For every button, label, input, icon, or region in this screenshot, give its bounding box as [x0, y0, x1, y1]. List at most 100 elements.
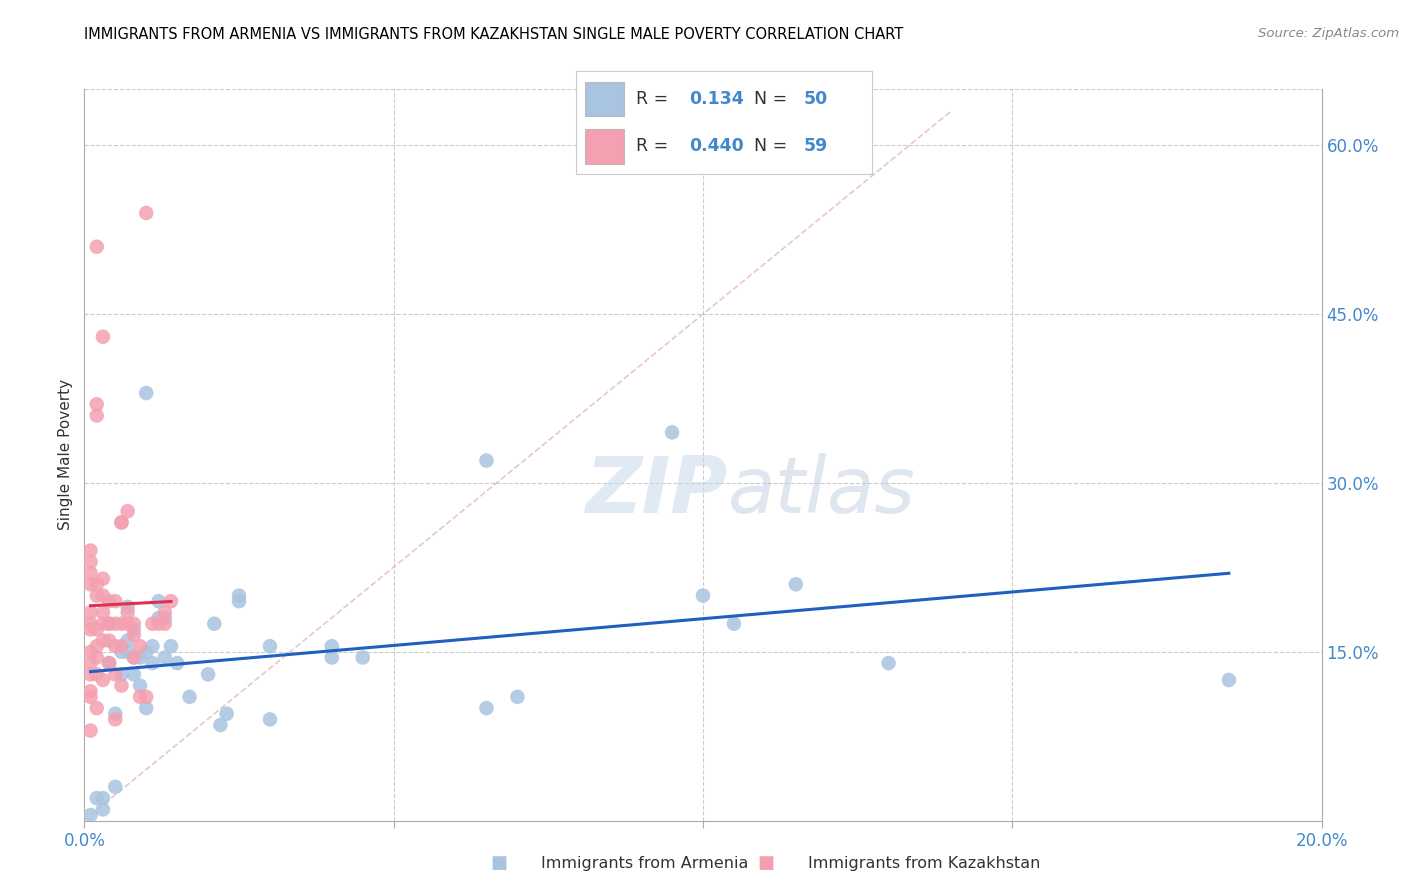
Point [104, 639, 127, 653]
Point [129, 639, 152, 653]
Point [91, 802, 114, 816]
Point [148, 594, 170, 608]
Point [122, 667, 145, 681]
Point [166, 656, 188, 670]
FancyBboxPatch shape [585, 81, 624, 117]
Text: N =: N = [754, 90, 793, 108]
Point [79, 667, 101, 681]
Point [692, 589, 714, 603]
Point [98, 616, 121, 631]
Text: N =: N = [754, 137, 793, 155]
Text: 0.440: 0.440 [689, 137, 744, 155]
Point [110, 516, 132, 530]
Point [209, 718, 232, 732]
Point [153, 616, 176, 631]
Point [117, 606, 139, 620]
Point [506, 690, 529, 704]
Point [202, 616, 225, 631]
Point [148, 611, 170, 625]
Point [98, 656, 121, 670]
Point [79, 656, 101, 670]
Point [79, 808, 101, 822]
Point [135, 386, 157, 401]
Text: 0.134: 0.134 [689, 90, 744, 108]
Point [117, 504, 139, 518]
Point [86, 397, 108, 411]
Point [122, 616, 145, 631]
Point [321, 650, 343, 665]
Point [228, 589, 250, 603]
Point [141, 656, 163, 670]
Point [79, 616, 101, 631]
Point [79, 690, 101, 704]
Text: Source: ZipAtlas.com: Source: ZipAtlas.com [1258, 27, 1399, 40]
Point [79, 555, 101, 569]
Point [79, 723, 101, 738]
Text: ■: ■ [491, 855, 508, 872]
Point [86, 701, 108, 715]
Y-axis label: Single Male Poverty: Single Male Poverty [58, 379, 73, 531]
Point [259, 712, 281, 726]
Point [86, 577, 108, 591]
Point [79, 623, 101, 637]
Point [98, 616, 121, 631]
Point [91, 572, 114, 586]
Point [141, 616, 163, 631]
Point [104, 780, 127, 794]
Point [91, 673, 114, 687]
Point [122, 628, 145, 642]
Point [661, 425, 683, 440]
Point [91, 606, 114, 620]
Text: ■: ■ [758, 855, 775, 872]
Point [785, 577, 807, 591]
Point [86, 409, 108, 423]
Point [104, 706, 127, 721]
Text: R =: R = [636, 137, 673, 155]
Point [129, 690, 152, 704]
Point [122, 650, 145, 665]
Point [91, 616, 114, 631]
Point [104, 667, 127, 681]
Point [110, 645, 132, 659]
Text: IMMIGRANTS FROM ARMENIA VS IMMIGRANTS FROM KAZAKHSTAN SINGLE MALE POVERTY CORREL: IMMIGRANTS FROM ARMENIA VS IMMIGRANTS FR… [84, 27, 904, 42]
Point [321, 639, 343, 653]
Point [110, 616, 132, 631]
Text: Immigrants from Kazakhstan: Immigrants from Kazakhstan [808, 856, 1040, 871]
Point [98, 594, 121, 608]
Point [79, 543, 101, 558]
Point [91, 791, 114, 805]
Point [86, 240, 108, 254]
Point [877, 656, 900, 670]
Point [104, 616, 127, 631]
Text: Immigrants from Armenia: Immigrants from Armenia [541, 856, 748, 871]
Point [79, 606, 101, 620]
Point [110, 639, 132, 653]
Point [1218, 673, 1240, 687]
Point [475, 701, 498, 715]
Point [86, 650, 108, 665]
Point [86, 623, 108, 637]
Point [86, 639, 108, 653]
Point [135, 690, 157, 704]
Point [160, 594, 183, 608]
Point [104, 594, 127, 608]
Text: R =: R = [636, 90, 673, 108]
Point [135, 206, 157, 220]
Point [110, 679, 132, 693]
Point [475, 453, 498, 467]
Point [129, 650, 152, 665]
Point [122, 650, 145, 665]
Point [110, 667, 132, 681]
Point [141, 639, 163, 653]
Point [79, 684, 101, 698]
Point [352, 650, 374, 665]
Point [117, 633, 139, 648]
Point [79, 566, 101, 580]
Point [135, 701, 157, 715]
Point [117, 616, 139, 631]
Text: atlas: atlas [728, 453, 915, 530]
Point [79, 577, 101, 591]
Point [91, 589, 114, 603]
Point [179, 690, 201, 704]
Point [98, 656, 121, 670]
